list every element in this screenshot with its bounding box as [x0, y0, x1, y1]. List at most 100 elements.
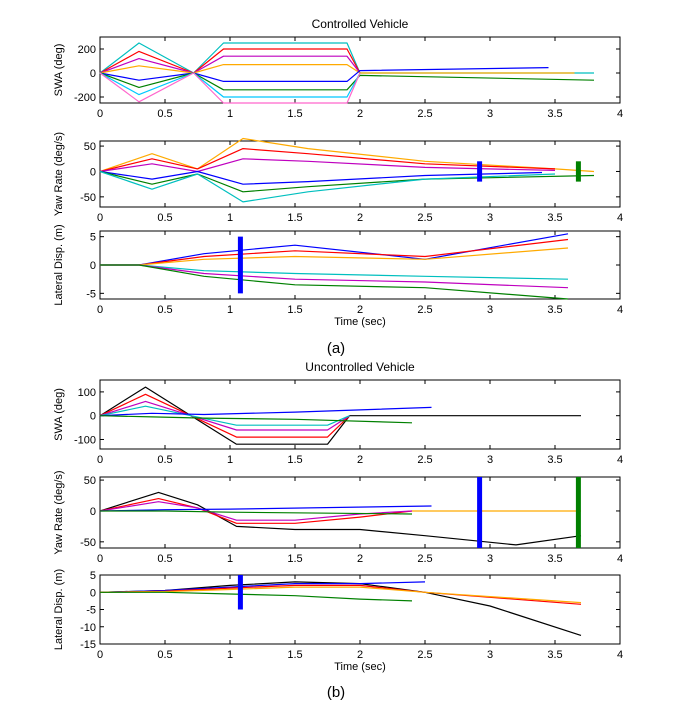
series-line: [99, 405, 350, 426]
y-axis-label: Lateral Disp. (m): [53, 224, 65, 305]
x-tick-label: 3: [487, 304, 493, 316]
y-tick-label: -10: [80, 622, 96, 634]
y-tick-label: 0: [90, 68, 96, 80]
y-tick-label: 5: [90, 570, 96, 582]
series-line: [99, 72, 361, 104]
x-tick-label: 0.5: [157, 212, 172, 224]
y-tick-label: -5: [86, 605, 96, 617]
y-tick-label: -5: [86, 288, 96, 300]
x-tick-label: 1.5: [287, 649, 302, 661]
y-tick-label: 0: [90, 506, 96, 518]
x-axis-label-a: Time (sec): [334, 316, 386, 328]
y-axis-label: Yaw Rate (deg/s): [53, 132, 65, 216]
y-axis-label: Lateral Disp. (m): [53, 569, 65, 650]
series-line: [99, 55, 361, 74]
x-tick-label: 1.5: [287, 108, 302, 120]
y-tick-label: 0: [90, 260, 96, 272]
series-line: [100, 264, 569, 300]
x-tick-label: 3.5: [547, 649, 562, 661]
x-tick-label: 4: [617, 553, 623, 565]
y-tick-label: 200: [78, 44, 96, 56]
series-line: [99, 498, 413, 524]
x-tick-label: 0: [97, 108, 103, 120]
x-tick-label: 1: [227, 454, 233, 466]
x-tick-label: 0: [97, 649, 103, 661]
caption-b: (b): [327, 684, 345, 701]
y-tick-label: 0: [90, 587, 96, 599]
x-tick-label: 3: [487, 454, 493, 466]
series-line: [99, 491, 582, 546]
x-tick-label: 0: [97, 553, 103, 565]
caption-a: (a): [327, 340, 345, 357]
x-tick-label: 0: [97, 454, 103, 466]
series-line: [99, 67, 549, 83]
chart-panel-3: Lateral Disp. (m)0 0.5 1 1.5 2 2.5 3 3.5 4-505: [53, 224, 623, 316]
y-tick-label: 100: [78, 387, 96, 399]
x-tick-label: 0.5: [157, 649, 172, 661]
x-tick-label: 3: [487, 212, 493, 224]
x-axis-label: Time (sec): [334, 661, 386, 673]
series-line: [99, 170, 543, 185]
y-tick-label: -50: [80, 192, 96, 204]
x-tick-label: 0: [97, 304, 103, 316]
y-tick-label: 0: [90, 166, 96, 178]
series-line: [99, 586, 582, 604]
x-tick-label: 2: [357, 108, 363, 120]
x-tick-label: 0: [97, 212, 103, 224]
x-tick-label: 2.5: [417, 304, 432, 316]
x-tick-label: 1: [227, 553, 233, 565]
x-tick-label: 1.5: [287, 304, 302, 316]
x-tick-label: 2.5: [417, 212, 432, 224]
y-tick-label: 50: [84, 475, 96, 487]
x-tick-label: 3.5: [547, 454, 562, 466]
series-line: [99, 48, 361, 74]
x-tick-label: 2: [357, 454, 363, 466]
series-line: [100, 591, 413, 602]
x-tick-label: 2.5: [417, 553, 432, 565]
series-line: [100, 510, 413, 515]
series-line: [99, 72, 361, 98]
x-tick-label: 3: [487, 108, 493, 120]
x-tick-label: 0.5: [157, 108, 172, 120]
series-line: [99, 158, 556, 173]
x-tick-label: 3.5: [547, 108, 562, 120]
x-tick-label: 0.5: [157, 553, 172, 565]
x-tick-label: 4: [617, 454, 623, 466]
x-tick-label: 4: [617, 304, 623, 316]
x-tick-label: 2: [357, 212, 363, 224]
x-tick-label: 1.5: [287, 212, 302, 224]
chart-panel-1: Controlled Vehicle SWA (deg) 0 0.5 1 1.5 2 2.5 3…: [53, 17, 623, 120]
plot-area: [99, 140, 621, 208]
y-tick-label: -100: [74, 434, 96, 446]
y-tick-label: -50: [80, 537, 96, 549]
x-tick-label: 1.5: [287, 553, 302, 565]
x-tick-label: 3: [487, 553, 493, 565]
x-tick-label: 1.5: [287, 454, 302, 466]
chart-title: Controlled Vehicle: [312, 17, 409, 31]
plot-area: [99, 230, 621, 300]
x-tick-label: 1: [227, 212, 233, 224]
x-tick-label: 1: [227, 108, 233, 120]
series-line: [99, 393, 351, 438]
x-tick-label: 0.5: [157, 304, 172, 316]
y-tick-label: 0: [90, 411, 96, 423]
y-axis-label: Yaw Rate (deg/s): [53, 470, 65, 554]
series-line: [99, 505, 432, 512]
x-tick-label: 2.5: [417, 649, 432, 661]
chart-panel-6: Lateral Disp. (m) 0 0.5 1 1.5 2 2.5 3 3.5 4 -15 -10…: [53, 569, 623, 673]
x-tick-label: 2: [357, 304, 363, 316]
x-tick-label: 3: [487, 649, 493, 661]
x-tick-label: 4: [617, 212, 623, 224]
x-tick-label: 2.5: [417, 454, 432, 466]
y-tick-label: 50: [84, 141, 96, 153]
x-tick-label: 2: [357, 553, 363, 565]
series-line: [99, 148, 556, 173]
y-axis-label: SWA (deg): [53, 388, 65, 441]
series-line: [99, 72, 595, 91]
series-line: [99, 400, 350, 431]
x-tick-label: 2: [357, 649, 363, 661]
series-line: [99, 170, 556, 203]
x-tick-label: 1: [227, 304, 233, 316]
